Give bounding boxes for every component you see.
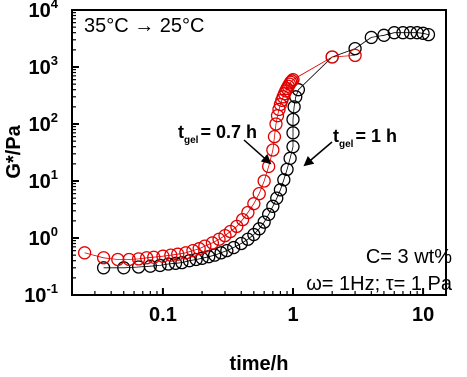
data-point	[269, 117, 283, 131]
annotation-gel-07h: tgel = 0.7 h	[178, 122, 272, 165]
data-point	[153, 258, 167, 273]
data-point	[164, 248, 178, 262]
svg-text:tgel= 1 h: tgel = 1 h	[333, 126, 397, 150]
data-point	[156, 249, 170, 263]
data-point	[247, 197, 261, 211]
data-point	[286, 126, 300, 140]
data-point	[348, 48, 362, 63]
y-axis-title: G*/Pa	[3, 124, 25, 178]
data-point	[267, 129, 282, 144]
annotation-gel-1h: tgel = 1 h	[303, 126, 397, 167]
data-point	[147, 250, 161, 264]
annotation-gel-07h-value: = 0.7 h	[200, 122, 257, 142]
data-point	[364, 30, 378, 45]
y-axis: 10-1 100 101 102 103 104	[24, 0, 79, 307]
data-point	[270, 191, 284, 205]
data-point	[287, 100, 301, 114]
svg-text:tgel= 0.7 h: tgel = 0.7 h	[178, 122, 257, 146]
data-point	[111, 252, 125, 267]
data-point	[387, 26, 401, 40]
data-point	[234, 236, 248, 251]
x-axis: 0.1 1 10	[71, 288, 434, 326]
data-point	[421, 27, 436, 42]
data-point	[186, 243, 200, 258]
data-point	[168, 256, 183, 270]
data-point	[396, 26, 410, 40]
concentration-label: C= 3 wt%	[366, 246, 452, 268]
annotation-gel-1h-arrow	[303, 141, 333, 167]
data-point	[252, 186, 266, 201]
series-0	[96, 26, 436, 275]
data-point	[122, 252, 136, 267]
data-point	[273, 183, 288, 197]
y-tick-label: 102	[29, 110, 58, 136]
x-tick-label: 0.1	[149, 304, 177, 326]
data-point	[77, 246, 92, 260]
data-point	[140, 251, 154, 265]
data-point	[214, 246, 228, 260]
data-point	[171, 247, 185, 261]
data-point	[96, 261, 111, 275]
plot-frame	[71, 9, 447, 296]
data-point	[416, 26, 430, 40]
data-point	[286, 140, 300, 154]
annotation-gel-1h-sub: gel	[339, 139, 354, 150]
data-point	[143, 259, 157, 273]
data-point	[195, 251, 209, 265]
annotation-gel-07h-t: t	[178, 122, 184, 142]
x-axis-title: time/h	[230, 353, 289, 375]
y-tick-label: 100	[29, 224, 58, 250]
x-tick-label: 10	[412, 304, 434, 326]
data-point	[131, 252, 146, 266]
annotation-gel-07h-sub: gel	[184, 135, 199, 146]
data-point	[325, 50, 339, 64]
data-point	[179, 246, 193, 260]
series-layer	[77, 26, 436, 275]
series-line	[103, 32, 429, 269]
data-point	[252, 222, 266, 236]
y-tick-label: 10-1	[24, 281, 58, 307]
data-point	[285, 74, 299, 88]
data-point	[266, 143, 280, 157]
data-point	[282, 77, 297, 91]
data-point	[286, 112, 300, 127]
annotation-gel-07h-arrow	[243, 139, 272, 165]
data-point	[262, 207, 276, 221]
data-point	[220, 243, 234, 258]
y-tick-label: 104	[29, 0, 59, 22]
data-point	[227, 240, 241, 255]
y-tick-label: 101	[29, 167, 58, 193]
annotation-gel-1h-t: t	[333, 126, 339, 146]
data-point	[257, 215, 271, 229]
data-point	[96, 251, 111, 265]
data-point	[198, 239, 212, 253]
annotation-gel-1h-value: = 1 h	[355, 126, 397, 146]
data-point	[205, 236, 220, 250]
data-point	[286, 72, 300, 87]
data-point	[272, 102, 286, 117]
data-point	[284, 75, 298, 89]
data-point	[257, 174, 271, 188]
data-point	[348, 41, 362, 56]
data-point	[266, 199, 280, 213]
data-point	[208, 248, 222, 262]
data-point	[182, 254, 197, 268]
series-1	[77, 48, 362, 267]
chart-title: 35°C → 25°C	[84, 15, 205, 37]
x-tick-label: 1	[287, 304, 298, 326]
data-point	[377, 28, 391, 42]
oscillation-label: ω= 1Hz; τ= 1 Pa	[306, 273, 453, 295]
y-tick-label: 103	[29, 53, 58, 79]
